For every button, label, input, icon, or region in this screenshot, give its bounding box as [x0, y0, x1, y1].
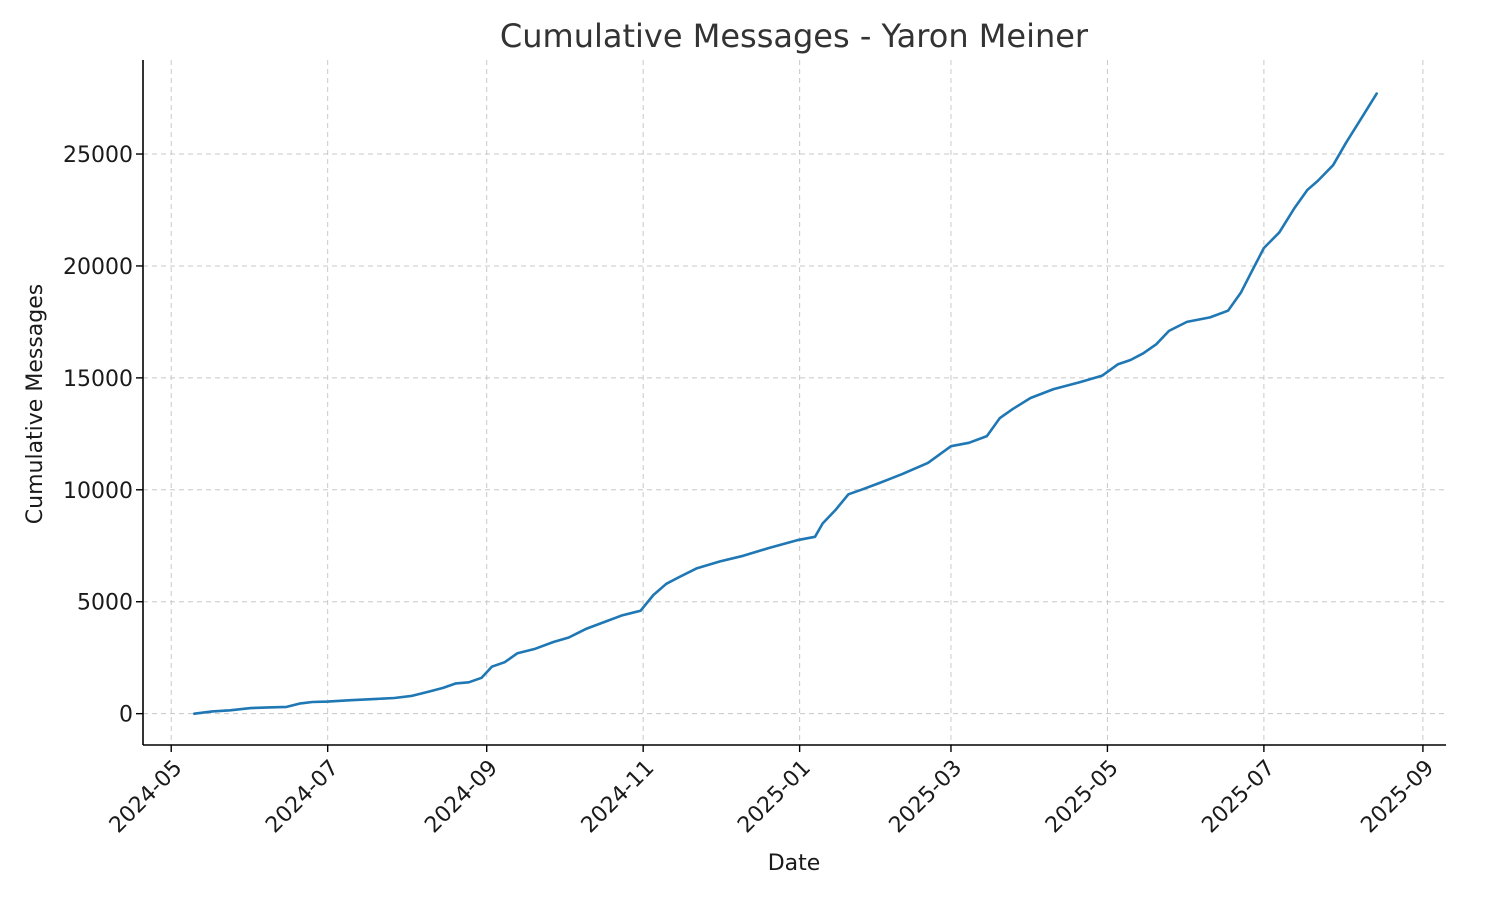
x-axis-ticks: 2024-05 2024-07 2024-09 2024-11 2025-01 2025-… — [105, 745, 1439, 838]
x-tick-label-2025-03: 2025-03 — [885, 756, 968, 839]
x-axis-label: Date — [768, 851, 821, 876]
y-tick-label-25000: 25000 — [63, 143, 133, 168]
y-tick-label-0: 0 — [119, 703, 133, 728]
y-tick-label-20000: 20000 — [63, 255, 133, 280]
x-tick-label-2024-11: 2024-11 — [577, 756, 660, 839]
x-tick-label-2024-07: 2024-07 — [261, 756, 344, 839]
y-axis-label: Cumulative Messages — [23, 284, 48, 524]
axes — [142, 60, 1446, 746]
y-tick-label-10000: 10000 — [63, 479, 133, 504]
x-tick-label-2024-05: 2024-05 — [105, 756, 188, 839]
y-axis-ticks: 0 5000 10000 15000 20000 25000 — [63, 143, 143, 728]
chart-title: Cumulative Messages - Yaron Meiner — [500, 17, 1089, 55]
y-tick-label-15000: 15000 — [63, 367, 133, 392]
x-tick-label-2025-07: 2025-07 — [1197, 756, 1280, 839]
series-line-0 — [193, 92, 1378, 716]
x-tick-label-2025-09: 2025-09 — [1356, 756, 1439, 839]
x-tick-label-2024-09: 2024-09 — [420, 756, 503, 839]
x-tick-label-2025-01: 2025-01 — [733, 756, 816, 839]
grid-lines — [143, 60, 1446, 745]
y-tick-label-5000: 5000 — [77, 591, 133, 616]
x-tick-label-2025-05: 2025-05 — [1041, 756, 1124, 839]
plot-area — [193, 92, 1378, 716]
